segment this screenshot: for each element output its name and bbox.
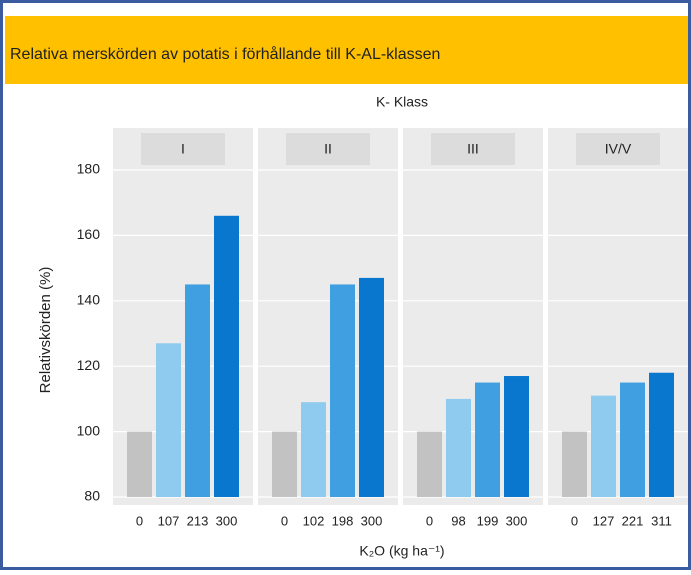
bar [272,431,297,497]
bar [301,402,326,497]
bar [417,431,442,497]
x-tick-label: 198 [332,513,354,528]
x-tick-label: 199 [477,513,499,528]
y-tick-label: 180 [77,161,101,177]
panel-strip [576,133,660,165]
y-tick-label: 80 [84,488,100,504]
x-tick-label: 311 [651,513,672,528]
x-tick-label: 107 [158,513,180,528]
panel-label: IV/V [605,141,632,157]
x-tick-label: 0 [571,513,578,528]
bar [214,215,239,497]
y-tick-label: 140 [77,292,101,308]
x-tick-label: 213 [187,513,209,528]
panel-label: III [467,141,479,157]
panel-strip [286,133,370,165]
x-tick-label: 102 [303,513,325,528]
bar [127,431,152,497]
bar [562,431,587,497]
x-tick-label: 300 [361,513,383,528]
x-tick-label: 98 [451,513,465,528]
bar [620,382,645,497]
x-tick-label: 300 [506,513,528,528]
bar [185,284,210,497]
panel-strip [431,133,515,165]
panel-label: I [181,141,185,157]
x-tick-label: 0 [426,513,433,528]
bar [156,343,181,497]
x-tick-label: 300 [216,513,238,528]
bar [475,382,500,497]
x-tick-label: 221 [622,513,644,528]
x-axis-label: K₂O (kg ha⁻¹) [359,543,444,559]
facet-title: K- Klass [376,94,428,110]
title-banner [5,16,688,84]
y-tick-label: 100 [77,422,101,438]
x-tick-label: 127 [593,513,615,528]
panel-strip [141,133,225,165]
panel-label: II [324,141,332,157]
y-axis-label: Relativskörden (%) [37,267,54,394]
y-tick-label: 120 [77,357,101,373]
bar [446,398,471,497]
bar [591,395,616,497]
bar [330,284,355,497]
bar [504,376,529,497]
x-tick-label: 0 [136,513,143,528]
x-tick-label: 0 [281,513,288,528]
bar [359,277,384,497]
bar [649,372,674,497]
chart-title: Relativa merskörden av potatis i förhåll… [10,45,440,63]
y-tick-label: 160 [77,226,101,242]
